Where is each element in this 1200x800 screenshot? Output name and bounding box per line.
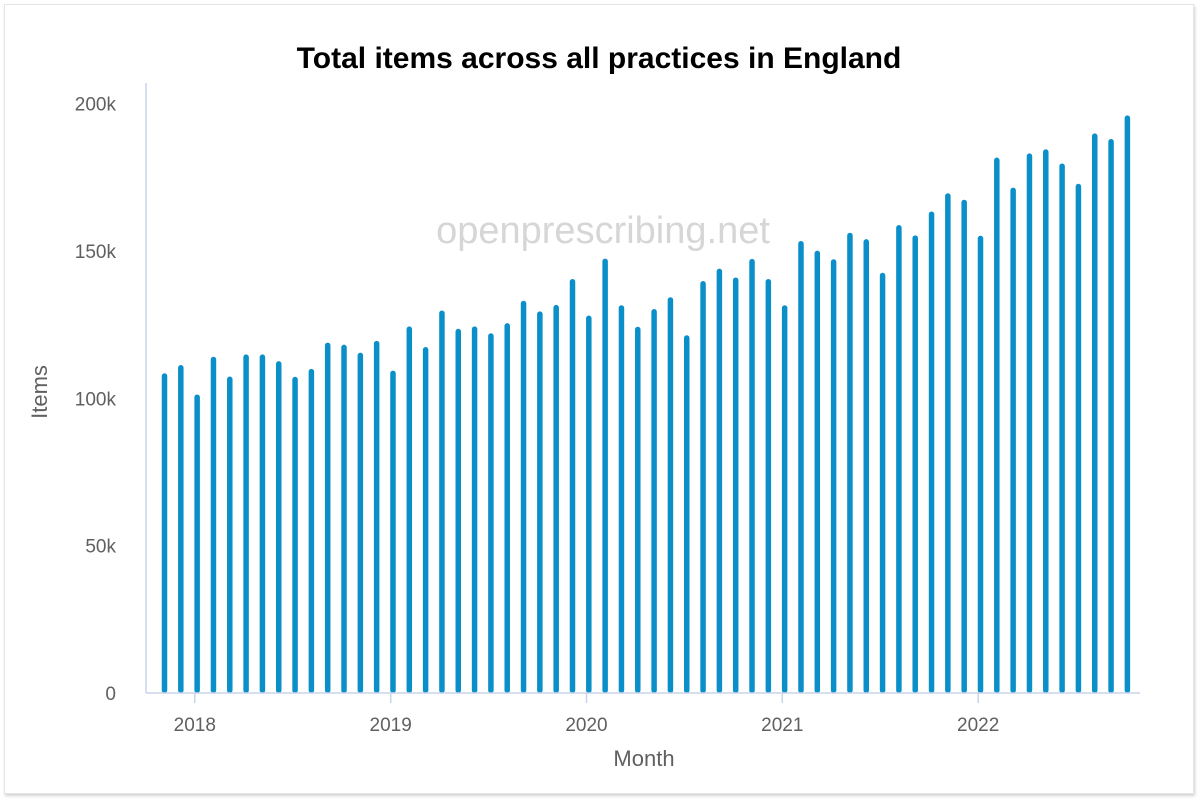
x-tick-label: 2021	[761, 715, 803, 736]
bar-2020-07	[667, 297, 674, 693]
x-tick-label: 2020	[565, 715, 607, 736]
y-tick-label: 50k	[85, 537, 116, 558]
x-axis-ticks: 2018 2019 2020 2021 2022	[174, 693, 999, 736]
bar-2019-12	[553, 304, 559, 693]
bar-2019-06	[455, 328, 462, 693]
watermark-text: openprescribing.net	[436, 210, 770, 252]
bar-2022-09	[1091, 133, 1098, 693]
bar-2018-07	[275, 361, 282, 693]
bar-2019-05	[439, 310, 445, 693]
y-tick-label: 100k	[75, 389, 117, 410]
bar-2021-04	[814, 250, 821, 693]
bar-2018-04	[227, 376, 233, 693]
bar-2021-11	[928, 211, 935, 694]
bar-2020-09	[700, 281, 706, 693]
bar-2022-01	[961, 199, 967, 693]
bar-2018-03	[210, 356, 217, 693]
bar-2022-10	[1108, 138, 1114, 694]
bar-2020-11	[732, 277, 739, 693]
x-tick-label: 2019	[370, 715, 412, 736]
bar-2022-08	[1075, 183, 1082, 693]
bar-2022-11	[1124, 115, 1131, 694]
bar-2020-06	[651, 309, 657, 693]
bar-2019-07	[471, 326, 478, 693]
bar-2019-02	[390, 370, 396, 693]
bar-2020-08	[683, 335, 690, 693]
bar-2020-10	[716, 268, 723, 693]
bar-2022-04	[1010, 187, 1016, 694]
x-axis-title: Month	[613, 746, 674, 771]
y-axis-ticks: 0 50k 100k 150k 200k	[75, 95, 117, 705]
bar-2018-11	[341, 344, 347, 693]
bar-2020-05	[635, 326, 641, 693]
bar-2022-06	[1043, 149, 1049, 694]
bar-2021-07	[863, 239, 870, 693]
bar-2019-01	[373, 340, 380, 693]
chart-title: Total items across all practices in Engl…	[297, 42, 902, 75]
bar-2018-12	[357, 352, 364, 693]
bar-2018-06	[259, 354, 266, 693]
bar-2022-03	[994, 157, 1000, 693]
y-tick-label: 150k	[75, 242, 117, 263]
bar-2020-04	[618, 305, 625, 693]
bar-chart: Total items across all practices in Engl…	[27, 42, 1140, 771]
bar-2019-10	[520, 300, 527, 693]
bar-2022-02	[977, 235, 984, 693]
bar-2018-02	[194, 394, 200, 693]
bar-2020-01	[569, 278, 576, 693]
bar-2022-05	[1026, 153, 1033, 693]
bar-2019-03	[406, 326, 413, 693]
bar-2017-12	[161, 373, 168, 693]
x-tick-label: 2018	[174, 715, 216, 736]
bar-2019-08	[488, 333, 494, 693]
bar-2022-07	[1059, 163, 1065, 693]
bar-2020-02	[586, 315, 592, 693]
bar-2018-10	[324, 342, 331, 693]
bar-2018-05	[243, 354, 249, 693]
bar-2021-09	[896, 225, 902, 694]
bar-2021-08	[879, 272, 886, 693]
y-axis-title: Items	[27, 365, 52, 419]
bar-series	[161, 115, 1131, 694]
y-tick-label: 200k	[75, 95, 117, 116]
bar-2018-01	[178, 365, 184, 693]
bar-2021-05	[830, 259, 837, 693]
bar-2021-01	[765, 278, 772, 693]
bar-2018-08	[292, 376, 298, 693]
bar-2021-06	[847, 232, 853, 693]
y-tick-label: 0	[105, 684, 116, 705]
chart-frame: Total items across all practices in Engl…	[4, 4, 1194, 794]
bar-2021-03	[798, 240, 804, 693]
bar-2018-09	[308, 368, 315, 693]
bar-2019-09	[504, 323, 510, 693]
bar-2021-10	[912, 235, 918, 693]
bar-2020-12	[749, 258, 755, 693]
bar-2019-04	[422, 347, 429, 693]
bar-2021-02	[781, 305, 788, 693]
bar-2019-11	[537, 311, 543, 693]
x-tick-label: 2022	[957, 715, 999, 736]
bar-2020-03	[602, 258, 608, 693]
bar-2021-12	[945, 193, 951, 693]
